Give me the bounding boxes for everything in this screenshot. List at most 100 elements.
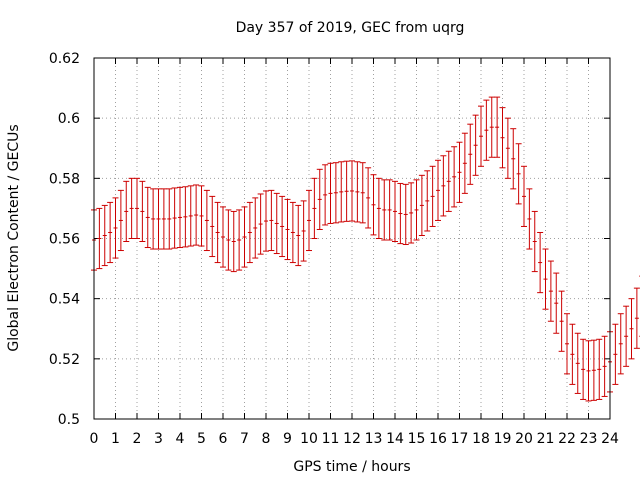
y-tick-label: 0.54 [49,292,80,308]
y-tick-label: 0.6 [58,111,80,127]
data-point [628,298,635,360]
data-point [590,339,597,401]
x-tick-label: 20 [515,431,533,447]
data-point [343,160,350,222]
y-tick-labels: 0.5 0.52 0.54 0.56 0.58 0.6 0.62 [49,51,80,428]
data-point [461,132,468,194]
x-tick-label: 12 [343,431,361,447]
data-point [182,186,189,248]
data-point [429,165,436,227]
x-tick-label: 22 [558,431,576,447]
data-point [612,323,619,385]
x-tick-label: 11 [322,431,340,447]
data-point [214,201,221,264]
data-point [526,188,533,250]
data-point [230,210,237,273]
x-tick-label: 6 [219,431,228,447]
data-point [112,197,119,259]
data-point [268,189,275,252]
data-point [365,167,372,229]
grid-lines [94,58,610,419]
data-point [633,287,640,349]
y-tick-label: 0.52 [49,352,80,368]
y-tick-label: 0.5 [58,412,80,428]
plot-frame [93,57,611,420]
x-tick-label: 21 [537,431,555,447]
data-point [445,150,452,212]
data-point [418,174,425,236]
x-tick-label: 4 [176,431,185,447]
data-point [408,182,415,244]
data-point [160,188,167,250]
data-point [177,186,183,249]
x-tick-label: 5 [197,431,206,447]
data-point [128,177,135,239]
data-point [338,161,345,223]
x-tick-label: 15 [408,431,426,447]
data-point [537,231,544,294]
x-tick-label: 17 [451,431,469,447]
data-point [596,338,603,400]
y-axis-label: Global Electron Content / GECUs [6,124,22,351]
data-point [220,206,226,268]
data-point [564,313,570,375]
data-point [209,195,216,258]
data-point [246,201,253,264]
data-point [456,141,463,203]
data-point [150,188,157,250]
data-point [134,177,140,239]
x-tick-label: 13 [365,431,383,447]
data-point [257,193,264,255]
data-point [359,162,366,224]
x-tick-label: 19 [494,431,512,447]
data-point [96,207,103,270]
x-tick-label: 7 [240,431,249,447]
data-point [354,161,361,223]
data-point [472,114,479,176]
data-point [322,164,329,226]
data-point [155,188,162,250]
data-point [289,201,296,264]
data-point [483,99,490,161]
x-axis-label: GPS time / hours [293,459,410,475]
data-point [542,248,549,310]
data-point [558,290,565,352]
data-point [547,260,554,322]
data-point [316,168,323,230]
data-point [144,186,151,249]
data-point [252,197,259,259]
data-point [225,209,232,271]
data-point [203,189,210,252]
data-point [295,204,302,267]
data-point [504,117,511,179]
data-point [117,189,124,252]
x-tick-label: 9 [283,431,292,447]
data-point [386,179,393,241]
data-point [553,272,560,334]
x-tick-label: 0 [90,431,99,447]
data-point [284,198,291,261]
data-point [187,185,194,247]
data-point [467,123,474,185]
x-tick-label: 1 [111,431,120,447]
data-point [531,210,538,273]
data-point [494,96,501,158]
data-point [601,335,608,397]
x-tick-label: 14 [386,431,404,447]
data-point [580,338,587,400]
data-point [236,209,243,271]
data-point [139,180,146,243]
data-point [397,182,404,245]
data-point [300,200,307,262]
data-point [166,188,173,250]
x-tick-label: 18 [472,431,490,447]
data-point [101,204,108,267]
data-series [91,96,640,402]
data-point [349,160,355,222]
data-point [435,159,441,221]
data-point [617,313,624,375]
data-point [381,179,388,241]
data-point [198,185,205,247]
data-point [193,184,200,246]
data-point [107,201,114,264]
